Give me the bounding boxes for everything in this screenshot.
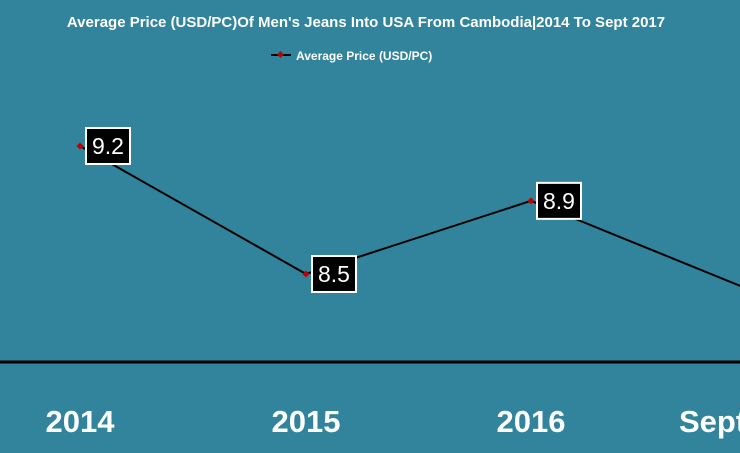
data-point-marker	[302, 270, 310, 278]
data-label: 9.2	[92, 133, 124, 159]
category-label: 2015	[272, 404, 341, 439]
data-point-marker	[527, 197, 535, 205]
category-label: 2014	[46, 404, 116, 439]
data-label: 8.9	[543, 188, 575, 214]
legend-label: Average Price (USD/PC)	[296, 49, 432, 63]
series-layer	[76, 142, 740, 287]
category-label: 2016	[497, 404, 566, 439]
category-labels: 2014 2015 2016 Sept 2017	[46, 404, 740, 439]
series-line	[79, 145, 740, 287]
data-point-marker	[76, 142, 84, 150]
category-label: Sept 2017	[679, 404, 740, 439]
data-label-box	[311, 255, 357, 293]
data-label-box	[536, 181, 582, 220]
data-labels: 9.2 8.5 8.9	[85, 127, 582, 293]
data-label-box	[85, 127, 131, 165]
legend-marker-icon	[276, 50, 285, 59]
data-label: 8.5	[318, 261, 350, 287]
legend: Average Price (USD/PC)	[271, 49, 432, 63]
chart-title: Average Price (USD/PC)Of Men's Jeans Int…	[67, 14, 665, 31]
